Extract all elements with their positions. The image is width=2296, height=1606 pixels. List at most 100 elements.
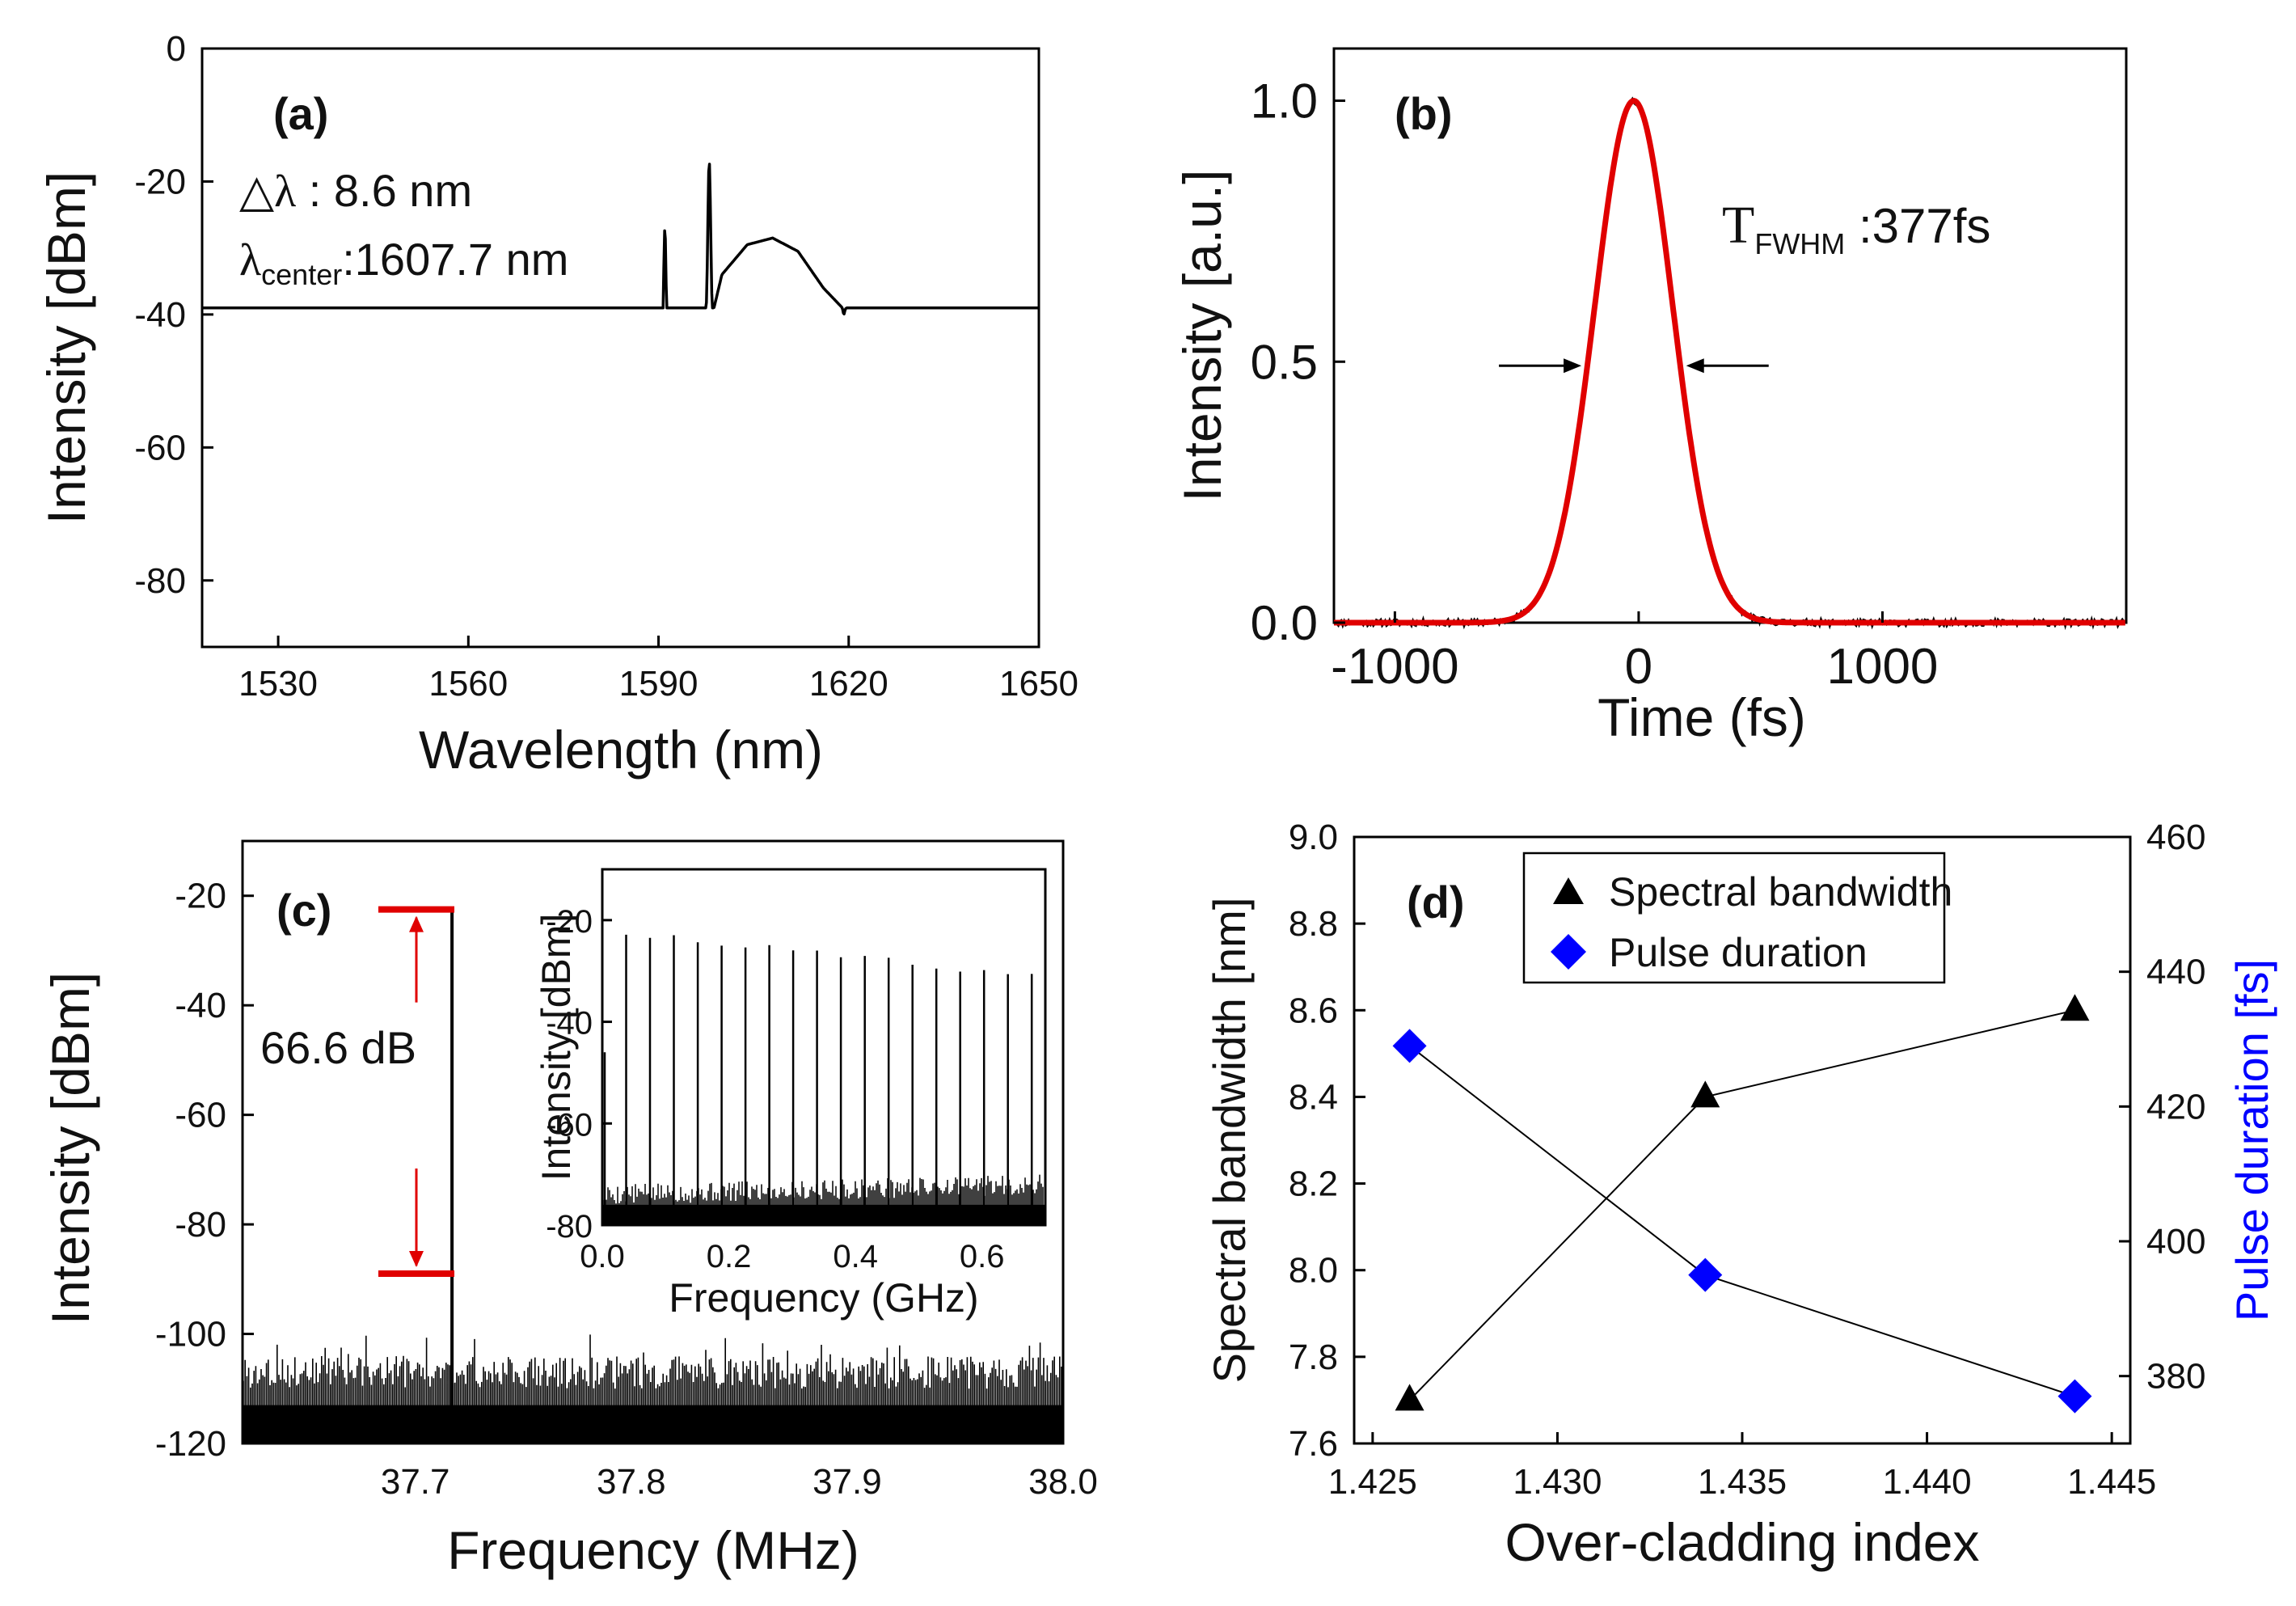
- triangle-marker: [1690, 1080, 1720, 1108]
- measured-curve: [1333, 96, 2126, 631]
- x-tick-label: 1590: [619, 664, 699, 704]
- x-axis-title: Over-cladding index: [1505, 1512, 1980, 1572]
- plot-frame: [200, 47, 1040, 649]
- legend-diamond-marker: [1551, 934, 1586, 970]
- y-tick-label: -40: [546, 1006, 593, 1042]
- data-markers: [1392, 994, 2092, 1414]
- snr-arrowhead-up: [409, 915, 424, 932]
- y-tick-label: -120: [155, 1424, 226, 1464]
- y-tick-label: -20: [546, 904, 593, 940]
- inset-y-axis-title: Intensity [dBm]: [534, 914, 579, 1181]
- x-tick-label: 38.0: [1028, 1462, 1098, 1502]
- y-ticks-left: 7.6 7.8 8.0 8.2 8.4 8.6 8.8 9.0: [1289, 818, 1365, 1464]
- x-tick-label: 1.435: [1698, 1462, 1787, 1502]
- x-tick-label: 1530: [238, 664, 318, 704]
- inset-comb: [602, 934, 1045, 1225]
- x-tick-label: 1.425: [1328, 1462, 1417, 1502]
- fwhm-value: :377fs: [1845, 199, 1990, 253]
- y-ticks-right: 380 400 420 440 460: [2119, 818, 2205, 1397]
- legend-triangle-marker: [1553, 877, 1584, 904]
- y-tick-label: -40: [175, 986, 226, 1025]
- x-tick-label: 1000: [1826, 639, 1938, 695]
- inset-noise-fill: [602, 1204, 1045, 1225]
- spectrum-line: [201, 163, 1040, 316]
- x-tick-label: 37.7: [381, 1462, 450, 1502]
- panel-c: 37.7 37.8 37.9 38.0 -20 -40 -60 -80 -100 -120 (c…: [40, 839, 1098, 1580]
- y-tick-label: 7.6: [1289, 1424, 1338, 1464]
- y-axis-title-left: Spectral bandwidth [nm]: [1204, 898, 1255, 1384]
- y2-tick-label: 460: [2146, 818, 2205, 857]
- series-line: [1408, 1045, 2075, 1397]
- x-ticks: -1000 0 1000: [1331, 611, 1938, 695]
- y-tick-label: 9.0: [1289, 818, 1338, 857]
- diamond-marker: [2058, 1379, 2092, 1414]
- y-tick-label: -80: [546, 1209, 593, 1245]
- bandwidth-annotation: △λ : 8.6 nm: [239, 165, 472, 217]
- snr-markers: [378, 906, 454, 1278]
- panel-b: -1000 0 1000 0.0 0.5 1.0 (b) TFWHM :377fs Ti…: [1172, 47, 2128, 747]
- panel-label: (b): [1395, 88, 1453, 139]
- fwhm-arrowhead-right: [1686, 358, 1704, 374]
- y-tick-label: 8.6: [1289, 991, 1338, 1030]
- legend-label-bandwidth: Spectral bandwidth: [1609, 869, 1952, 915]
- y-tick-label: -80: [175, 1205, 226, 1245]
- series-line: [1408, 1009, 2075, 1401]
- bandwidth-value: : 8.6 nm: [296, 165, 472, 216]
- x-tick-label: 1620: [809, 664, 888, 704]
- panel-d: 1.425 1.430 1.435 1.440 1.445 7.6 7.8 8.0 8.2 8.…: [1204, 818, 2277, 1572]
- y-tick-label: 8.4: [1289, 1077, 1338, 1117]
- x-tick-label: 0.2: [707, 1239, 752, 1274]
- x-tick-label: 1560: [428, 664, 508, 704]
- panel-label: (d): [1407, 877, 1465, 928]
- y-ticks: 0.0 0.5 1.0: [1251, 74, 1345, 650]
- spectrum-line-group: [201, 163, 1040, 316]
- fwhm-annotation: TFWHM :377fs: [1722, 196, 1990, 260]
- x-axis-title: Wavelength (nm): [419, 720, 823, 780]
- y-tick-label: -60: [546, 1107, 593, 1143]
- x-tick-label: 1.445: [2067, 1462, 2156, 1502]
- center-subscript: center: [261, 258, 342, 291]
- center-annotation: λcenter:1607.7 nm: [239, 234, 568, 291]
- pulse-curves: [1333, 96, 2126, 631]
- x-tick-label: 1650: [999, 664, 1078, 704]
- inset-comb-lines: [603, 934, 1033, 1225]
- noise-floor-fill: [243, 1405, 1063, 1443]
- fwhm-arrowhead-left: [1564, 358, 1582, 374]
- y-tick-label: 0.5: [1251, 335, 1318, 389]
- plot-frame: [1332, 47, 2128, 624]
- panel-label: (a): [273, 88, 328, 139]
- inset-frame: [601, 868, 1047, 1227]
- fwhm-symbol: T: [1722, 196, 1754, 255]
- y-tick-label: -20: [175, 877, 226, 916]
- y-axis-title: Intensity [dBm]: [40, 972, 100, 1325]
- x-tick-label: 1.440: [1883, 1462, 1972, 1502]
- x-ticks: 37.7 37.8 37.9 38.0: [381, 1432, 1098, 1502]
- y-tick-label: 0.0: [1251, 596, 1318, 650]
- center-symbol: λ: [239, 235, 261, 285]
- y-tick-label: -80: [134, 561, 186, 601]
- x-tick-label: 37.8: [597, 1462, 666, 1502]
- x-tick-label: 0.0: [580, 1239, 625, 1274]
- connecting-lines: [1408, 1009, 2075, 1401]
- x-ticks: 1.425 1.430 1.435 1.440 1.445: [1328, 1432, 2156, 1502]
- legend-label-pulse: Pulse duration: [1609, 930, 1868, 975]
- y2-tick-label: 400: [2146, 1222, 2205, 1262]
- bandwidth-symbol: △λ: [239, 167, 296, 217]
- fwhm-arrows: [1499, 358, 1769, 374]
- x-tick-label: 1.430: [1513, 1462, 1602, 1502]
- inset-plot: 0.0 0.2 0.4 0.6 -20 -40 -60 -80 Frequency (GHz…: [534, 868, 1047, 1321]
- x-ticks: 1530 1560 1590 1620 1650: [238, 636, 1078, 704]
- y-axis-title: Intensity [a.u.]: [1172, 170, 1232, 502]
- y-axis-title-right: Pulse duration [fs]: [2226, 959, 2277, 1321]
- y-tick-label: 8.2: [1289, 1164, 1338, 1204]
- y-tick-label: 0: [167, 29, 186, 69]
- y-tick-label: -60: [175, 1096, 226, 1135]
- y-tick-label: 7.8: [1289, 1338, 1338, 1377]
- y-tick-label: 8.8: [1289, 904, 1338, 944]
- x-tick-label: -1000: [1331, 639, 1459, 695]
- y2-tick-label: 440: [2146, 953, 2205, 992]
- diamond-marker: [1392, 1029, 1427, 1063]
- y-tick-label: -100: [155, 1315, 226, 1355]
- x-tick-label: 0.4: [833, 1239, 878, 1274]
